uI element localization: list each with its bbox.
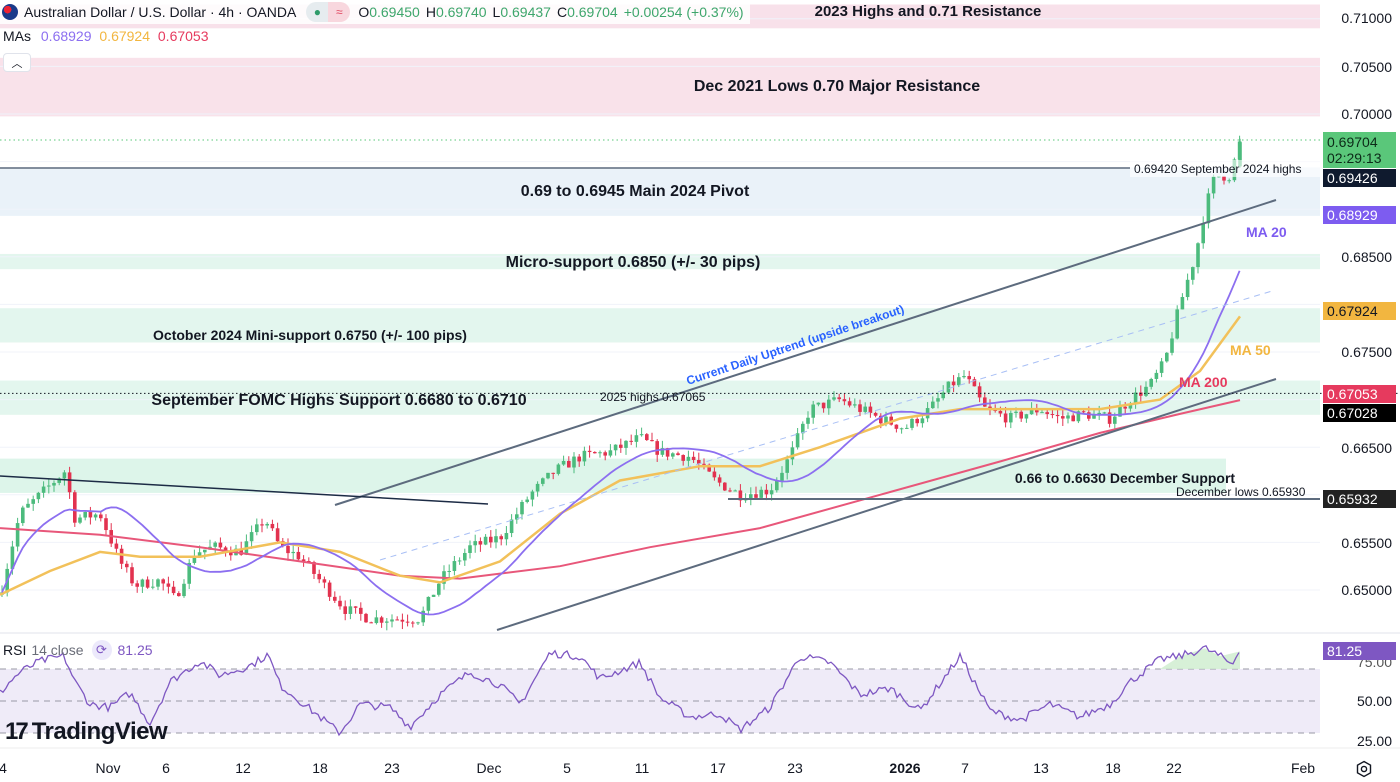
high-value: 0.69740 — [435, 4, 487, 20]
time-tick: Dec — [476, 760, 502, 776]
zone-label: 0.66 to 0.6630 December Support — [1014, 469, 1236, 486]
dec-lows-tag: 0.65932 — [1323, 490, 1396, 508]
time-tick: Feb — [1290, 760, 1316, 776]
highs-2025-tag: 0.67028 — [1323, 404, 1396, 422]
aud-usd-flag-icon — [2, 4, 18, 20]
price-tick: 0.66500 — [1341, 440, 1392, 456]
tradingview-logo[interactable]: 17 TradingView — [5, 718, 168, 746]
time-tick: 22 — [1166, 760, 1182, 776]
rsi-label: RSI — [3, 642, 27, 658]
ma50-label: MA 50 — [1230, 342, 1271, 358]
time-tick: 18 — [312, 760, 328, 776]
ma200-line[interactable] — [0, 399, 1241, 580]
symbol-title[interactable]: Australian Dollar / U.S. Dollar · 4h · O… — [24, 4, 297, 20]
ma-legend[interactable]: MAs 0.68929 0.67924 0.67053 — [3, 28, 209, 44]
price-tick: 0.71000 — [1341, 10, 1392, 26]
dashed-mid-line[interactable] — [379, 290, 1273, 561]
time-tick: 13 — [1033, 760, 1049, 776]
tradingview-wordmark: TradingView — [31, 718, 168, 745]
sept-highs-tag: 0.69426 — [1323, 169, 1396, 187]
zone-label: 2023 Highs and 0.71 Resistance — [814, 3, 1042, 20]
time-tick: 4 — [0, 760, 7, 776]
time-tick: 11 — [634, 760, 650, 776]
refresh-icon[interactable]: ⟳ — [91, 640, 112, 660]
last-price-value: 0.69704 — [1327, 134, 1378, 150]
sept-2024-highs-label: 0.69420 September 2024 highs — [1134, 162, 1301, 176]
chevron-up-icon: ︿ — [11, 57, 23, 70]
status-pill[interactable]: ● ≈ — [306, 2, 351, 22]
zone-label: October 2024 Mini-support 0.6750 (+/- 10… — [153, 326, 467, 343]
change-value: +0.00254 (+0.37%) — [623, 4, 744, 20]
rsi-line[interactable] — [0, 644, 1240, 737]
zone-2[interactable] — [0, 167, 1320, 216]
highs-2025-label: 2025 highs 0.67065 — [600, 390, 706, 404]
low-label: L — [492, 4, 501, 20]
last-price-tag: 0.69704 02:29:13 — [1323, 132, 1396, 168]
rsi-tick: 25.00 — [1356, 733, 1392, 749]
rsi-value-tag: 81.25 — [1323, 642, 1396, 660]
time-tick: 2026 — [889, 760, 921, 776]
rsi-params: 14 close — [31, 642, 84, 658]
price-tick: 0.70500 — [1341, 59, 1392, 75]
rsi-tick: 50.00 — [1356, 693, 1392, 709]
zone-3[interactable] — [0, 253, 1320, 270]
downtrend-line[interactable] — [0, 475, 489, 505]
ma200-label: MA 200 — [1179, 374, 1228, 390]
time-tick: 23 — [787, 760, 803, 776]
ma50-value: 0.67924 — [99, 28, 150, 44]
time-tick: 7 — [961, 760, 969, 776]
uptrend-lower-line[interactable] — [496, 378, 1277, 631]
bar-countdown: 02:29:13 — [1327, 150, 1382, 166]
time-tick: 6 — [162, 760, 170, 776]
settings-gear-icon[interactable] — [1354, 759, 1374, 779]
price-tick: 0.65000 — [1341, 582, 1392, 598]
time-tick: 17 — [710, 760, 726, 776]
rsi-current-value: 81.25 — [117, 642, 153, 658]
ma200-value: 0.67053 — [157, 28, 209, 44]
tradingview-mark-icon: 17 — [5, 718, 29, 745]
collapse-legend-button[interactable]: ︿ — [3, 53, 31, 72]
price-tick: 0.67500 — [1341, 344, 1392, 360]
zone-4[interactable] — [0, 308, 1320, 343]
ma20-line[interactable] — [1, 270, 1241, 616]
time-tick: 5 — [563, 760, 571, 776]
open-label: O — [358, 4, 370, 20]
zone-label: Micro-support 0.6850 (+/- 30 pips) — [505, 254, 761, 272]
close-value: 0.69704 — [567, 4, 618, 20]
ma50-line[interactable] — [0, 315, 1242, 596]
rsi-legend[interactable]: RSI 14 close ⟳ 81.25 — [3, 640, 153, 660]
time-tick: 18 — [1105, 760, 1121, 776]
ma20-tag: 0.68929 — [1323, 206, 1396, 224]
time-tick: Nov — [95, 760, 121, 776]
uptrend-upper-line[interactable] — [334, 199, 1277, 506]
time-tick: 12 — [235, 760, 251, 776]
wave-icon: ≈ — [328, 2, 351, 22]
symbol-legend: Australian Dollar / U.S. Dollar · 4h · O… — [0, 0, 750, 24]
mas-label: MAs — [3, 28, 31, 44]
december-lows-label: December lows 0.65930 — [1176, 485, 1306, 499]
ma50-tag: 0.67924 — [1323, 302, 1396, 320]
ma200-tag: 0.67053 — [1323, 385, 1396, 403]
low-value: 0.69437 — [500, 4, 551, 20]
time-tick: 23 — [384, 760, 400, 776]
zone-label: 0.69 to 0.6945 Main 2024 Pivot — [520, 183, 750, 201]
zone-label: September FOMC Highs Support 0.6680 to 0… — [151, 392, 527, 410]
zone-label: Dec 2021 Lows 0.70 Major Resistance — [693, 78, 981, 96]
ma20-label: MA 20 — [1246, 224, 1287, 240]
zone-1[interactable] — [0, 57, 1320, 117]
price-tick: 0.68500 — [1341, 249, 1392, 265]
close-label: C — [556, 4, 568, 20]
high-label: H — [425, 4, 436, 20]
market-open-dot-icon: ● — [306, 2, 329, 22]
ma20-value: 0.68929 — [40, 28, 92, 44]
price-tick: 0.70000 — [1341, 106, 1392, 122]
open-value: 0.69450 — [369, 4, 420, 20]
price-tick: 0.65500 — [1341, 535, 1392, 551]
